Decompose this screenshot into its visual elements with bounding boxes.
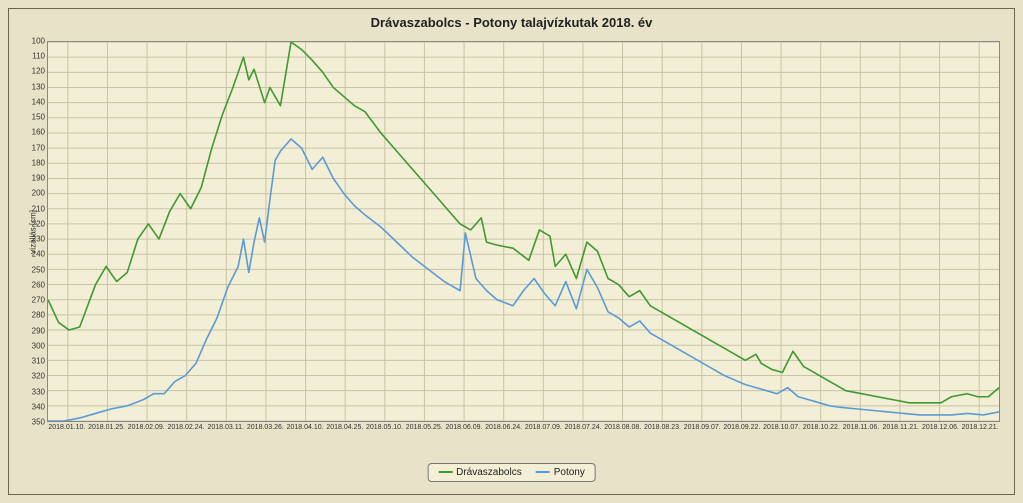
y-tick-label: 140 [19,97,45,106]
x-tick-label: 2018.10.22. [803,424,840,431]
x-tick-label: 2018.05.25. [406,424,443,431]
y-tick-label: 200 [19,189,45,198]
y-tick-label: 120 [19,67,45,76]
x-tick-label: 2018.12.21. [962,424,999,431]
y-tick-label: 230 [19,235,45,244]
legend-label: Potony [554,467,585,478]
y-tick-label: 180 [19,158,45,167]
y-tick-label: 250 [19,265,45,274]
legend-swatch [438,471,452,473]
x-tick-label: 2018.11.21. [882,424,918,431]
x-axis-ticks: 2018.01.10.2018.01.25.2018.02.09.2018.02… [47,422,1000,440]
legend-swatch [536,471,550,473]
y-tick-label: 100 [19,37,45,46]
plot-area [47,41,1000,422]
x-tick-label: 2018.07.09. [525,424,562,431]
y-tick-label: 110 [19,52,45,61]
legend-item: Drávaszabolcs [438,467,522,478]
plot-area-wrap: vízállás [cm] 10011012013014015016017018… [47,41,1000,422]
y-tick-label: 320 [19,372,45,381]
y-tick-label: 310 [19,357,45,366]
x-tick-label: 2018.09.07. [684,424,721,431]
series-potony [48,139,999,421]
y-tick-label: 220 [19,219,45,228]
x-tick-label: 2018.09.22. [723,424,760,431]
y-tick-label: 290 [19,326,45,335]
plot-svg [48,42,999,421]
y-tick-label: 240 [19,250,45,259]
y-tick-label: 270 [19,296,45,305]
x-tick-label: 2018.04.25. [326,424,363,431]
x-tick-label: 2018.12.06. [922,424,959,431]
series-drávaszabolcs [48,42,999,403]
y-axis-ticks: 1001101201301401501601701801902002102202… [19,41,45,422]
x-tick-label: 2018.04.10. [287,424,324,431]
chart-frame: Drávaszabolcs - Potony talajvízkutak 201… [8,8,1015,495]
y-tick-label: 210 [19,204,45,213]
x-tick-label: 2018.05.10. [366,424,403,431]
legend: Drávaszabolcs Potony [427,463,596,482]
y-tick-label: 170 [19,143,45,152]
x-tick-label: 2018.02.24. [167,424,204,431]
y-tick-label: 340 [19,402,45,411]
x-tick-label: 2018.11.06. [843,424,879,431]
x-tick-label: 2018.08.08. [604,424,641,431]
y-tick-label: 150 [19,113,45,122]
x-tick-label: 2018.10.07. [763,424,800,431]
legend-item: Potony [536,467,585,478]
chart-title: Drávaszabolcs - Potony talajvízkutak 201… [9,9,1014,34]
y-tick-label: 280 [19,311,45,320]
x-tick-label: 2018.06.09. [445,424,482,431]
x-tick-label: 2018.01.10. [48,424,85,431]
y-tick-label: 160 [19,128,45,137]
x-tick-label: 2018.03.11. [207,424,243,431]
x-tick-label: 2018.03.26. [247,424,284,431]
y-tick-label: 130 [19,82,45,91]
y-tick-label: 260 [19,280,45,289]
legend-label: Drávaszabolcs [456,467,522,478]
y-tick-label: 350 [19,418,45,427]
y-tick-label: 300 [19,341,45,350]
y-tick-label: 190 [19,174,45,183]
y-tick-label: 330 [19,387,45,396]
x-tick-label: 2018.06.24. [485,424,522,431]
x-tick-label: 2018.02.09. [128,424,165,431]
x-tick-label: 2018.07.24. [565,424,602,431]
x-tick-label: 2018.01.25. [88,424,125,431]
x-tick-label: 2018.08.23. [644,424,681,431]
